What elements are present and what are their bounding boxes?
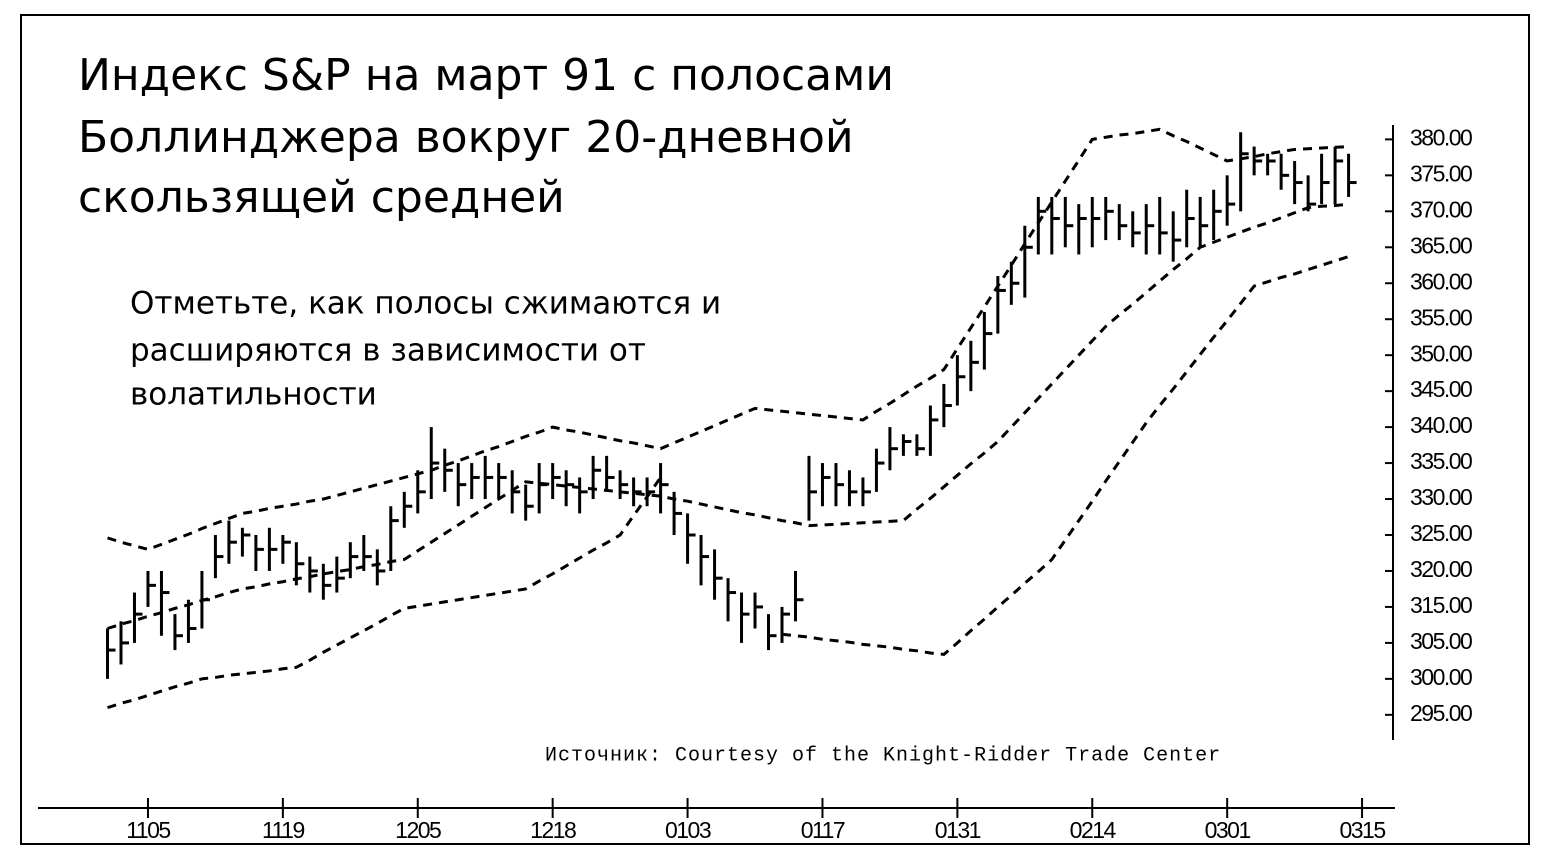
bollinger-band [107,127,1349,551]
y-tick-label: 340.00 [1410,412,1472,438]
chart-title: Боллинджера вокруг 20-дневной [78,112,854,163]
x-tick-label: 0103 [665,817,711,843]
annotation: Отметьте, как полосы сжимаются и [130,286,721,322]
y-tick-label: 370.00 [1410,196,1472,222]
x-tick-label: 0301 [1205,817,1251,843]
x-tick-label: 1205 [395,817,441,843]
chart-title: скользящей средней [78,172,565,223]
x-tick-label: 0117 [801,817,845,843]
x-tick-label: 0131 [935,817,981,843]
y-tick-label: 315.00 [1410,592,1472,618]
source: Источник: Courtesy of the Knight-Ridder … [545,744,1221,767]
y-tick-label: 345.00 [1410,376,1472,402]
bollinger-band [781,255,1350,656]
y-tick-label: 300.00 [1410,664,1472,690]
annotation: расширяются в зависимости от [130,333,646,369]
x-tick-label: 1105 [126,817,170,843]
y-tick-label: 365.00 [1410,232,1472,258]
x-tick-label: 0315 [1339,817,1385,843]
y-tick-label: 335.00 [1410,448,1472,474]
y-tick-label: 330.00 [1410,484,1472,510]
frame [20,14,1530,845]
y-tick-label: 380.00 [1410,124,1472,150]
y-tick-label: 295.00 [1410,700,1472,726]
bollinger-band [107,202,1349,630]
x-tick-label: 1218 [530,817,576,843]
y-tick-label: 350.00 [1410,340,1472,366]
y-tick-label: 360.00 [1410,268,1472,294]
annotation: волатильности [130,377,377,413]
x-tick-label: 1119 [262,817,304,843]
y-tick-label: 325.00 [1410,520,1472,546]
y-tick-label: 375.00 [1410,160,1472,186]
bollinger-band [107,476,662,710]
y-tick-label: 305.00 [1410,628,1472,654]
x-tick-label: 0214 [1070,817,1117,843]
y-tick-label: 355.00 [1410,304,1472,330]
chart-title: Индекс S&P на март 91 с полосами [78,50,894,101]
y-tick-label: 320.00 [1410,556,1472,582]
